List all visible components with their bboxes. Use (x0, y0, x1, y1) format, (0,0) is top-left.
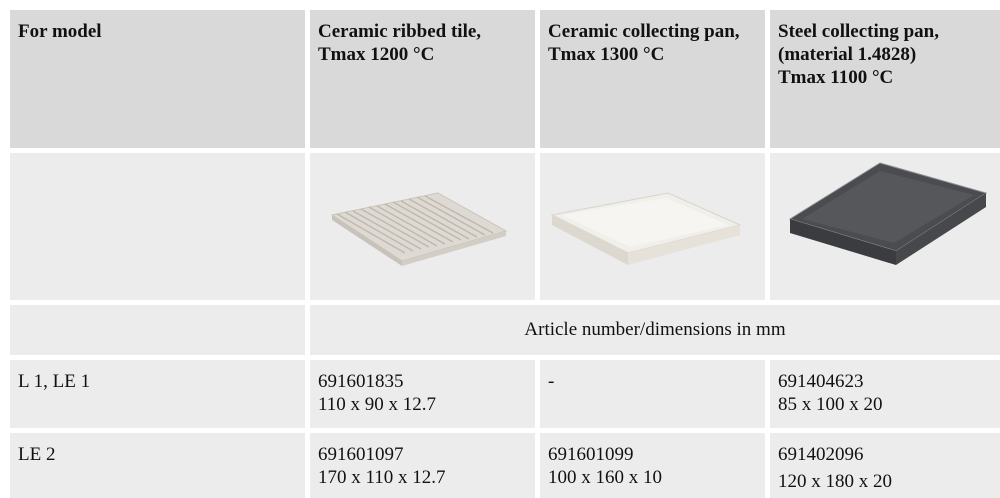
header-cell: Steel collecting pan, (material 1.4828) … (770, 10, 1000, 148)
header-line: Tmax 1300 °C (548, 44, 665, 65)
dimensions: 100 x 160 x 10 (548, 467, 662, 488)
ceramic-pan-image (550, 192, 742, 265)
article-number: - (548, 371, 555, 392)
header-line: Tmax 1200 °C (318, 44, 435, 65)
header-line: Ceramic ribbed tile, (318, 21, 482, 42)
empty-cell (10, 153, 305, 300)
article-cell: 691601099 100 x 160 x 10 (540, 433, 765, 498)
article-number: 691601097 (318, 444, 404, 465)
article-number: 691601099 (548, 444, 634, 465)
image-cell (540, 153, 765, 300)
table: For model Ceramic ribbed tile, Tmax 1200… (10, 10, 1000, 498)
article-number: 691601835 (318, 371, 404, 392)
header-line: Ceramic collecting pan, (548, 21, 740, 42)
ribbed-tile-image (330, 192, 508, 266)
header-cell: Ceramic ribbed tile, Tmax 1200 °C (310, 10, 535, 148)
subheader-cell: Article number/dimensions in mm (310, 305, 1000, 355)
article-cell: 691404623 85 x 100 x 20 (770, 360, 1000, 428)
article-cell: 691601835 110 x 90 x 12.7 (310, 360, 535, 428)
header-cell: For model (10, 10, 305, 148)
header-cell: Ceramic collecting pan, Tmax 1300 °C (540, 10, 765, 148)
article-number: 691402096 (778, 444, 864, 465)
article-cell: - (540, 360, 765, 428)
dimensions: 170 x 110 x 12.7 (318, 467, 446, 488)
image-cell (310, 153, 535, 300)
dimensions: 85 x 100 x 20 (778, 394, 883, 415)
article-cell: 691402096 120 x 180 x 20 (770, 433, 1000, 498)
model-cell: L 1, LE 1 (10, 360, 305, 428)
article-cell: 691601097 170 x 110 x 12.7 (310, 433, 535, 498)
model-cell: LE 2 (10, 433, 305, 498)
header-line: Tmax 1100 °C (778, 67, 894, 88)
article-number: 691404623 (778, 371, 864, 392)
dimensions: 120 x 180 x 20 (778, 471, 892, 492)
steel-pan-image (788, 162, 988, 265)
empty-cell (10, 305, 305, 355)
header-line: For model (18, 21, 102, 42)
image-cell (770, 153, 1000, 300)
header-line: Steel collecting pan, (material 1.4828) (778, 21, 939, 65)
dimensions: 110 x 90 x 12.7 (318, 394, 437, 415)
